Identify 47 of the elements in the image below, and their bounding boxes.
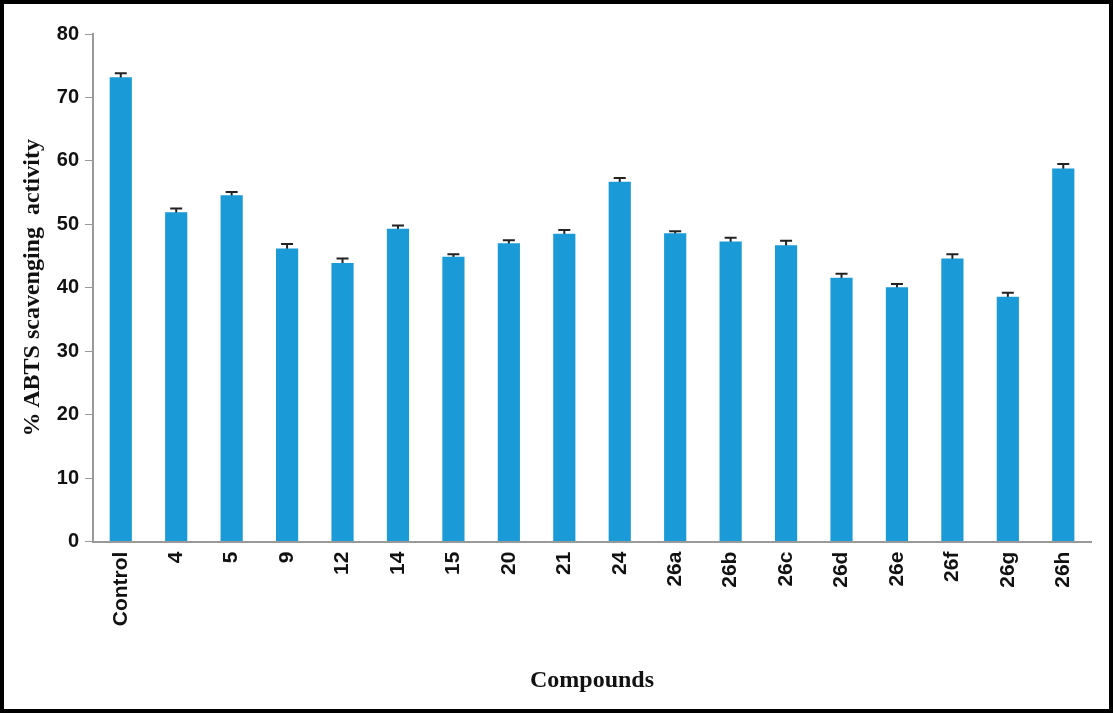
bar [664, 233, 687, 542]
y-tick-label: 20 [56, 402, 80, 425]
bar [885, 287, 909, 542]
bar [109, 77, 132, 542]
y-tick-label: 80 [56, 21, 80, 44]
y-tick-label: 70 [56, 84, 80, 107]
x-tick-label: 26e [883, 551, 907, 587]
bar [1052, 168, 1075, 542]
bar [220, 195, 243, 542]
x-tick-label: 26g [994, 551, 1018, 588]
y-tick-label: 50 [56, 211, 80, 234]
x-tick-label: 26d [828, 551, 852, 588]
y-tick-label: 0 [67, 529, 80, 552]
bar [442, 256, 465, 542]
x-tick-label: 21 [551, 551, 575, 575]
x-tick-label: 12 [329, 551, 353, 575]
y-tick-label: 10 [56, 465, 80, 488]
bar [386, 228, 410, 542]
bar [165, 212, 188, 542]
x-tick-label: 5 [218, 551, 242, 564]
x-axis-title: Compounds [529, 665, 655, 692]
x-tick-label: 9 [273, 551, 297, 564]
bar [608, 181, 631, 542]
y-tick-label: 40 [56, 275, 80, 298]
bar [276, 248, 299, 542]
x-tick-label: 4 [163, 551, 187, 564]
bar [830, 277, 853, 542]
x-tick-label: Control [107, 551, 131, 627]
y-axis-title: % ABTS scavenging activity [17, 139, 44, 437]
y-tick-label: 60 [56, 148, 80, 171]
x-tick-label: 20 [495, 551, 519, 575]
bar [941, 258, 964, 542]
bar [331, 263, 354, 542]
bar [553, 233, 576, 542]
x-tick-label: 24 [606, 551, 630, 575]
bar [497, 243, 520, 542]
bar [774, 245, 798, 542]
y-tick-label: 30 [56, 338, 80, 361]
x-tick-label: 26b [717, 551, 741, 588]
x-tick-label: 26f [939, 550, 963, 582]
x-tick-label: 26a [661, 551, 685, 587]
x-tick-label: 26h [1050, 551, 1074, 588]
bar [719, 241, 742, 542]
x-tick-label: 15 [440, 551, 464, 575]
x-tick-label: 26c [772, 551, 796, 587]
bar [996, 296, 1019, 542]
x-tick-label: 14 [384, 551, 408, 575]
